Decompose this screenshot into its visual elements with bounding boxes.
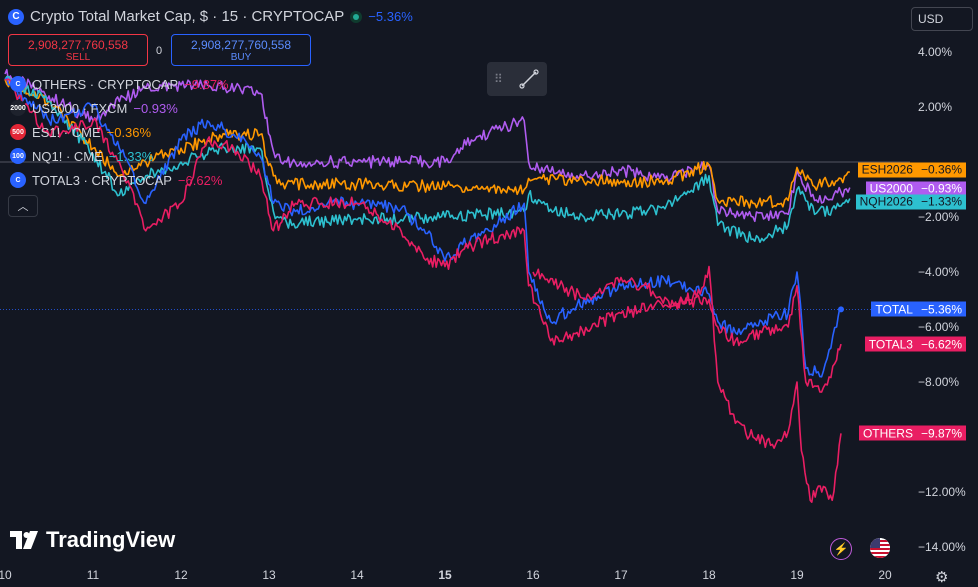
price-label-value: −6.62%: [916, 336, 966, 352]
x-axis-tick: 17: [614, 568, 628, 582]
y-axis-tick: −8.00%: [918, 375, 960, 389]
price-label-name: US2000: [865, 181, 917, 197]
y-axis-tick: −6.00%: [918, 320, 960, 334]
price-label-value: −1.33%: [916, 194, 966, 210]
symbol-icon: 500: [10, 124, 26, 140]
brand-name: TradingView: [46, 527, 176, 552]
x-axis-tick: 19: [790, 568, 804, 582]
legend-symbol: NQ1! · CME: [32, 148, 103, 164]
x-axis-tick: 18: [702, 568, 716, 582]
series-line-total3[interactable]: [4, 78, 842, 393]
symbol-icon: 100: [10, 148, 26, 164]
series-line-others[interactable]: [532, 265, 842, 504]
x-axis-tick: 14: [350, 568, 364, 582]
price-label-nqh2026: NQH2026 −1.33%: [855, 194, 966, 210]
legend-symbol: OTHERS · CRYPTOCAP: [32, 76, 179, 92]
collapse-legend-button[interactable]: ︿: [8, 195, 38, 217]
us-flag-icon[interactable]: [870, 538, 890, 558]
legend-symbol: ES1! · CME: [32, 124, 101, 140]
price-label-total: TOTAL −5.36%: [871, 301, 966, 317]
gear-icon[interactable]: ⚙: [935, 569, 949, 586]
y-axis-tick: 4.00%: [918, 45, 953, 59]
chevron-up-icon: ︿: [17, 201, 29, 213]
buy-value: 2,908,277,760,558: [190, 37, 292, 52]
y-axis-tick: 2.00%: [918, 100, 953, 114]
sell-label: SELL: [65, 51, 91, 63]
legend-item[interactable]: C TOTAL3 · CRYPTOCAP −6.62%: [10, 172, 222, 188]
price-label-value: −5.36%: [916, 301, 966, 317]
y-axis-tick: −2.00%: [918, 210, 960, 224]
series-line-us2000[interactable]: [4, 68, 851, 223]
x-axis-tick: 11: [86, 568, 100, 582]
price-label-value: −0.93%: [916, 181, 966, 197]
price-label-value: −9.87%: [916, 425, 966, 441]
legend-change: −0.36%: [106, 124, 152, 140]
chart-header: C Crypto Total Market Cap, $ · 15 · CRYP…: [8, 8, 413, 25]
price-label-name: TOTAL: [871, 301, 917, 317]
legend-item[interactable]: 100 NQ1! · CME −1.33%: [10, 148, 153, 164]
legend-item[interactable]: 500 ES1! · CME −0.36%: [10, 124, 151, 140]
series-line-esh2026[interactable]: [4, 78, 850, 209]
last-value-dot: [838, 306, 844, 313]
sell-button[interactable]: 2,908,277,760,558 SELL: [8, 34, 148, 66]
price-label-name: OTHERS: [858, 425, 917, 441]
y-axis-tick: −12.00%: [918, 485, 966, 499]
price-label-value: −0.36%: [916, 162, 966, 178]
price-label-name: ESH2026: [857, 162, 917, 178]
currency-select[interactable]: USD: [911, 7, 973, 31]
crypto-icon: C: [8, 8, 24, 25]
legend-symbol: TOTAL3 · CRYPTOCAP: [32, 172, 172, 188]
legend-change: −9.87%: [184, 76, 229, 92]
price-label-us2000: US2000 −0.93%: [865, 181, 966, 197]
symbol-icon: C: [10, 172, 26, 188]
trend-line-tool-icon[interactable]: [518, 68, 540, 90]
market-open-icon: [350, 10, 363, 23]
buy-button[interactable]: 2,908,277,760,558 BUY: [171, 34, 311, 66]
x-axis-tick: 16: [526, 568, 540, 582]
y-axis-tick: −14.00%: [918, 540, 966, 554]
spread-value: 0: [156, 45, 163, 57]
price-label-name: NQH2026: [855, 194, 917, 210]
x-axis-tick: 20: [878, 568, 892, 582]
sell-value: 2,908,277,760,558: [27, 37, 129, 52]
x-axis-tick: 10: [0, 568, 12, 582]
price-label-esh2026: ESH2026 −0.36%: [857, 162, 966, 178]
buy-label: BUY: [230, 51, 252, 63]
legend-item[interactable]: 2000 US2000 · FXCM −0.93%: [10, 100, 178, 116]
drag-handle-icon[interactable]: ⠿: [494, 72, 504, 86]
drawing-toolbar[interactable]: ⠿: [487, 62, 547, 96]
y-axis-tick: −4.00%: [918, 265, 960, 279]
symbol-icon: 2000: [10, 100, 26, 116]
legend-item[interactable]: C OTHERS · CRYPTOCAP −9.87%: [10, 76, 229, 92]
series-line-nqh2026[interactable]: [4, 75, 851, 244]
chart-title: Crypto Total Market Cap, $ · 15 · CRYPTO…: [30, 8, 345, 25]
x-axis-tick: 12: [174, 568, 188, 582]
x-axis-tick: 13: [262, 568, 276, 582]
symbol-icon: C: [10, 76, 26, 92]
legend-symbol: US2000 · FXCM: [32, 100, 128, 116]
header-change: −5.36%: [368, 9, 413, 24]
x-axis-tick: 15: [438, 568, 452, 582]
legend-change: −0.93%: [133, 100, 178, 116]
tradingview-logo-icon: [10, 531, 38, 549]
price-label-total3: TOTAL3 −6.62%: [864, 336, 966, 352]
price-label-others: OTHERS −9.87%: [858, 425, 966, 441]
legend-change: −1.33%: [108, 148, 154, 164]
series-line-total[interactable]: [4, 77, 842, 378]
legend-change: −6.62%: [177, 172, 223, 188]
lightning-icon[interactable]: ⚡: [830, 538, 852, 560]
price-label-name: TOTAL3: [864, 336, 917, 352]
tradingview-logo: TradingView: [10, 527, 175, 553]
currency-value: USD: [918, 12, 944, 26]
